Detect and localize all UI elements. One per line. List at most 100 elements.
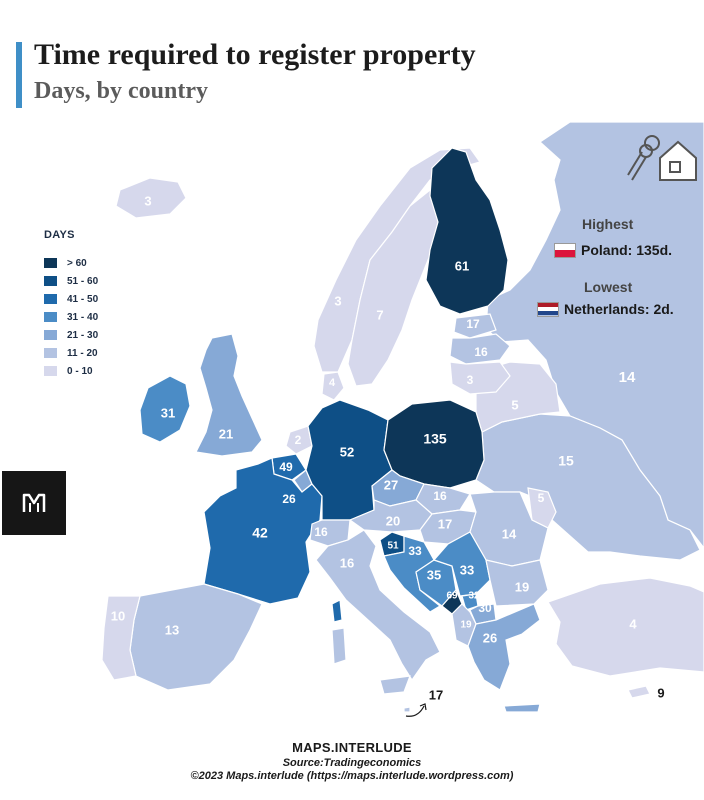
region-uk <box>195 333 263 457</box>
highest-label: Highest <box>582 216 634 232</box>
label-bosnia: 35 <box>427 567 441 582</box>
region-russia <box>485 121 704 549</box>
label-belgium: 49 <box>279 460 293 474</box>
region-italy <box>315 529 441 682</box>
lowest-label: Lowest <box>584 279 633 295</box>
netherlands-flag-icon <box>537 301 559 317</box>
legend-swatch <box>44 330 57 340</box>
label-iceland: 3 <box>144 193 151 208</box>
legend-swatch <box>44 366 57 376</box>
legend-item: 11 - 20 <box>44 345 98 361</box>
region-cyprus <box>627 685 651 699</box>
region-turkey <box>547 577 704 677</box>
poland-flag-icon <box>554 242 576 258</box>
legend-label: 41 - 50 <box>67 293 99 305</box>
legend-swatch <box>44 348 57 358</box>
label-sweden: 7 <box>376 307 383 322</box>
label-latvia: 16 <box>474 345 488 359</box>
label-bulgaria: 19 <box>515 579 529 594</box>
label-moldova: 5 <box>538 491 545 505</box>
region-malta <box>403 706 411 713</box>
label-norway: 3 <box>334 293 341 308</box>
page-title: Time required to register property <box>34 38 476 71</box>
m-logo-icon <box>22 493 46 512</box>
region-crete <box>503 703 541 713</box>
label-croatia: 33 <box>408 544 422 558</box>
label-denmark: 4 <box>329 377 336 389</box>
brand-logo <box>2 471 66 535</box>
region-finland <box>425 147 509 315</box>
malta-pointer-arrowhead <box>419 703 427 711</box>
legend-title: DAYS <box>44 229 75 241</box>
region-estonia <box>453 313 497 339</box>
legend-item: 51 - 60 <box>44 273 98 289</box>
label-ukraine: 15 <box>558 453 574 469</box>
label-kosovo: 32 <box>468 591 480 602</box>
label-romania: 14 <box>502 526 517 541</box>
keys-house-icon <box>627 135 697 181</box>
footer-copyright: ©2023 Maps.interlude (https://maps.inter… <box>190 770 514 782</box>
footer-source: Source:Tradingeconomics <box>282 757 422 769</box>
region-austria <box>348 499 433 533</box>
map-value-labels: 3 3 7 61 17 16 3 5 14 15 5 4 31 21 2 49 … <box>111 193 665 702</box>
label-north-macedonia: 30 <box>478 601 492 615</box>
label-serbia: 33 <box>460 562 474 577</box>
map-legend: DAYS > 60 51 - 60 41 - 50 31 - 40 21 - 30 11 … <box>44 229 98 381</box>
label-belarus: 5 <box>511 397 518 412</box>
malta-pointer-arrow <box>405 705 425 717</box>
region-spain <box>129 583 263 691</box>
region-corsica <box>331 599 343 623</box>
label-poland: 135 <box>423 431 447 447</box>
region-latvia <box>449 333 511 365</box>
legend-label: 21 - 30 <box>67 329 99 341</box>
label-malta: 17 <box>429 687 443 702</box>
region-greece <box>467 603 541 691</box>
label-luxembourg: 26 <box>282 492 296 506</box>
lowest-callout-label: Lowest <box>584 279 632 295</box>
legend-swatch <box>44 258 57 268</box>
label-austria: 20 <box>386 513 400 528</box>
label-czechia: 27 <box>384 477 398 492</box>
region-lithuania <box>449 361 511 395</box>
lowest-callout: Netherlands: 2d. <box>537 301 674 317</box>
label-greece: 26 <box>483 630 497 645</box>
legend-item: 41 - 50 <box>44 291 98 307</box>
label-hungary: 17 <box>438 516 452 531</box>
legend-item: 31 - 40 <box>44 309 98 325</box>
label-finland: 61 <box>455 258 469 273</box>
label-uk: 21 <box>219 426 233 441</box>
label-france: 42 <box>252 525 268 541</box>
highest-callout-label: Highest <box>582 216 633 232</box>
lowest-value: Netherlands: 2d. <box>564 301 674 317</box>
region-portugal <box>101 595 141 681</box>
label-netherlands: 2 <box>295 433 302 447</box>
region-moldova <box>527 487 557 529</box>
label-slovakia: 16 <box>433 489 447 503</box>
region-france <box>203 457 323 605</box>
label-albania: 19 <box>460 620 472 631</box>
label-russia: 14 <box>619 369 636 386</box>
label-italy: 16 <box>340 555 354 570</box>
legend-swatch <box>44 294 57 304</box>
legend-label: > 60 <box>67 257 87 269</box>
region-iceland <box>115 177 187 219</box>
label-cyprus: 9 <box>657 685 664 700</box>
legend-label: 11 - 20 <box>67 347 98 359</box>
label-estonia: 17 <box>466 317 480 331</box>
title-accent-bar <box>16 42 22 108</box>
legend-item: > 60 <box>44 255 98 271</box>
region-bulgaria <box>485 559 549 607</box>
label-switzerland: 16 <box>314 525 328 539</box>
legend-items: > 60 51 - 60 41 - 50 31 - 40 21 - 30 11 - 20 0… <box>44 255 98 379</box>
page-subtitle: Days, by country <box>34 78 209 104</box>
highest-callout: Poland: 135d. <box>554 242 672 258</box>
region-netherlands <box>285 425 313 455</box>
label-lithuania: 3 <box>467 373 474 387</box>
legend-label: 31 - 40 <box>67 311 99 323</box>
legend-swatch <box>44 312 57 322</box>
label-turkey: 4 <box>629 616 637 631</box>
label-montenegro: 69 <box>446 591 458 602</box>
label-spain: 13 <box>165 622 179 637</box>
region-sardinia <box>331 627 347 665</box>
